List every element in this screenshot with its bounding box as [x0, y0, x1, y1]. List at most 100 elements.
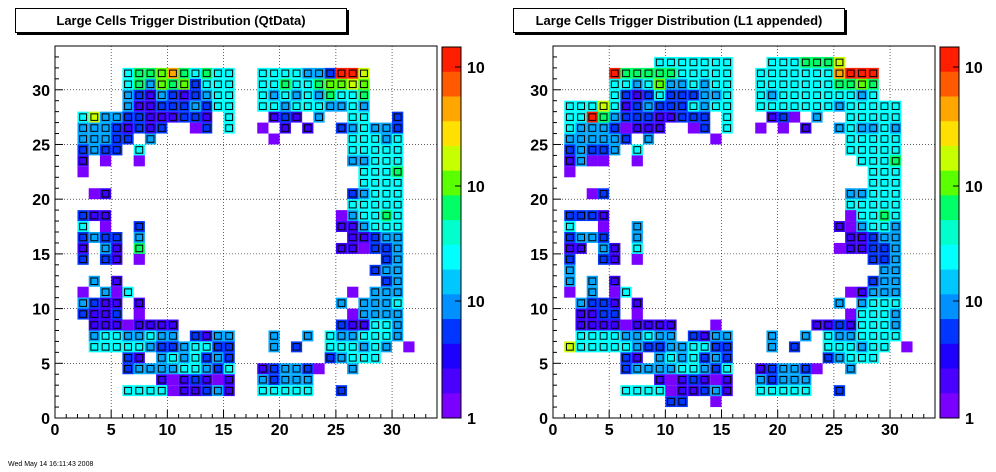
right-heat-cell [609, 242, 621, 254]
left-heat-cell [313, 67, 325, 79]
left-heat-cell [167, 330, 179, 342]
left-heat-cell [358, 232, 370, 243]
left-heat-cell [122, 341, 134, 353]
right-heat-cell [631, 385, 643, 397]
right-heat-cell [890, 166, 902, 178]
right-heat-cell [710, 78, 722, 90]
left-heat-cell [335, 352, 348, 364]
left-y-tick-label: 20 [32, 192, 50, 209]
right-heat-cell-marker [756, 69, 765, 78]
right-heat-cell [777, 122, 789, 134]
left-heat-cell-marker [157, 332, 166, 340]
right-heat-cell-marker [813, 113, 821, 121]
right-heat-cell [654, 111, 666, 123]
right-heat-cell [586, 155, 598, 167]
left-heat-cell-marker [157, 321, 166, 329]
left-heat-cell-marker [270, 375, 279, 384]
right-colorbar-segment [940, 269, 959, 295]
left-heat-cell [144, 341, 157, 353]
left-heat-cell-marker [360, 91, 368, 100]
left-heat-cell-marker [393, 113, 402, 121]
left-heat-cell-marker [348, 343, 357, 351]
left-heat-cell-marker [225, 124, 234, 132]
left-heat-cell [279, 67, 291, 79]
right-heat-cell-marker [846, 102, 855, 110]
left-heat-cell-marker [79, 211, 88, 220]
left-heat-cell-marker [213, 91, 222, 100]
left-heat-cell-marker [292, 69, 301, 78]
right-heat-cell-marker [700, 364, 709, 373]
left-heat-cell [392, 275, 404, 287]
right-heat-cell-marker [869, 321, 878, 329]
right-heat-cell [620, 385, 632, 397]
right-heat-cell-marker [622, 80, 630, 89]
right-heat-cell-marker [622, 332, 630, 340]
left-heat-cell-marker [169, 80, 177, 89]
right-heat-cell [867, 199, 879, 211]
left-heat-cell-marker [348, 321, 357, 329]
right-heat-cell-marker [846, 124, 855, 132]
right-heat-cell [597, 155, 610, 167]
left-heat-cell [133, 341, 145, 353]
right-heat-cell [833, 352, 846, 364]
right-heat-cell [822, 78, 834, 90]
right-heat-cell-marker [622, 91, 630, 100]
right-heat-cell [654, 122, 666, 134]
left-heat-cell [313, 100, 325, 112]
left-colorbar-label: 10 [467, 60, 485, 77]
left-heat-cell [88, 144, 100, 156]
right-heat-cell-marker [835, 321, 844, 329]
left-heat-cell [144, 111, 157, 123]
left-heat-cell-marker [281, 69, 290, 78]
left-heat-cell-marker [124, 135, 132, 143]
left-heat-cell [358, 308, 370, 320]
left-heat-cell [335, 330, 348, 342]
left-heat-cell [268, 89, 280, 101]
right-heat-cell-marker [846, 80, 855, 89]
left-heat-cell-marker [393, 244, 402, 253]
right-heat-cell-marker [869, 189, 878, 198]
left-heat-cell [167, 100, 179, 112]
right-heat-cell-marker [700, 91, 709, 100]
right-heat-cell [811, 67, 823, 79]
left-heat-cell-marker [180, 69, 189, 78]
left-heat-cell-marker [371, 135, 380, 143]
right-heat-cell [777, 56, 789, 68]
left-heat-cell [392, 253, 404, 265]
left-heat-cell-marker [124, 102, 132, 110]
right-heat-cell-marker [588, 299, 597, 307]
right-heat-cell-marker [790, 91, 799, 100]
right-heat-cell [631, 319, 643, 331]
right-heat-cell-marker [577, 211, 586, 220]
right-heat-cell [867, 297, 879, 309]
left-heat-cell [99, 144, 112, 156]
left-heat-cell-marker [112, 310, 121, 318]
right-heat-cell [687, 341, 700, 353]
left-heat-cell [369, 286, 381, 298]
left-heat-cell [133, 144, 145, 156]
left-heat-cell-marker [393, 146, 402, 154]
right-heat-cell-marker [565, 113, 574, 121]
left-heat-cell-marker [202, 332, 211, 340]
right-heat-cell-marker [723, 80, 732, 89]
right-heat-cell-marker [869, 135, 878, 143]
left-heat-cell-marker [382, 233, 391, 242]
left-heat-cell [99, 111, 112, 123]
left-heat-cell-marker [360, 69, 368, 78]
left-heat-cell-marker [258, 80, 267, 89]
right-colorbar-segment [940, 319, 959, 345]
left-heat-cell [122, 319, 134, 331]
right-heat-cell [890, 253, 902, 265]
right-heat-cell-marker [655, 69, 664, 78]
left-heat-cell-marker [213, 332, 222, 340]
right-heat-cell [766, 67, 778, 79]
right-heat-cell [676, 111, 688, 123]
left-heat-cell [156, 89, 168, 101]
left-heat-cell [324, 100, 336, 112]
right-heat-cell [575, 122, 587, 134]
left-heat-cell-marker [360, 178, 368, 187]
right-heat-cell [833, 319, 846, 331]
left-heat-cell-marker [157, 375, 166, 384]
right-heat-cell [845, 286, 857, 298]
left-heat-cell-marker [101, 255, 110, 264]
